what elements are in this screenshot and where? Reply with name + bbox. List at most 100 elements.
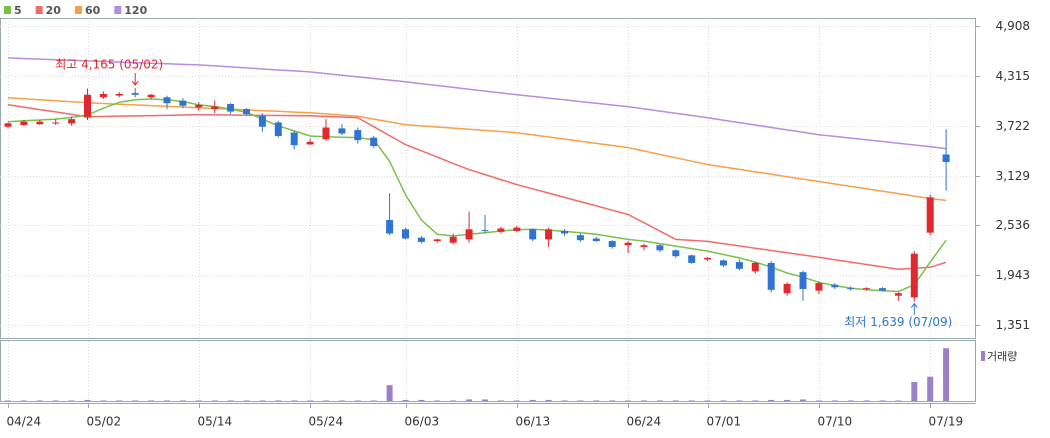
volume-bar bbox=[227, 400, 234, 401]
x-tick-label: 05/24 bbox=[309, 415, 344, 429]
candle-body bbox=[751, 262, 759, 272]
candle-body bbox=[592, 238, 600, 242]
candle-body bbox=[147, 94, 155, 98]
candle-body bbox=[545, 229, 553, 240]
volume-bar bbox=[450, 400, 457, 401]
volume-bar bbox=[5, 400, 11, 401]
candle-body bbox=[926, 197, 934, 233]
candle-body bbox=[783, 283, 791, 294]
high-arrow bbox=[131, 73, 139, 86]
candle-body bbox=[688, 255, 696, 263]
candle-body bbox=[36, 121, 44, 125]
candle-body bbox=[529, 229, 537, 240]
x-tick-label: 07/10 bbox=[818, 415, 853, 429]
volume-bar bbox=[879, 400, 886, 401]
volume-bar bbox=[148, 400, 155, 401]
volume-bar bbox=[943, 348, 950, 401]
y-tick-label: 4,315 bbox=[996, 69, 1030, 83]
candle-body bbox=[68, 119, 76, 124]
candle-body bbox=[163, 97, 171, 104]
volume-bar bbox=[895, 400, 902, 401]
candle-body bbox=[767, 262, 775, 290]
y-tick-label: 3,722 bbox=[996, 119, 1030, 133]
volume-bar bbox=[815, 400, 822, 401]
candle-body bbox=[561, 230, 568, 234]
candle-body bbox=[20, 121, 28, 126]
candle-body bbox=[370, 137, 378, 147]
candle-body bbox=[131, 93, 139, 95]
price-panel bbox=[0, 18, 976, 339]
volume-bar bbox=[418, 399, 425, 401]
volume-bar bbox=[132, 400, 139, 401]
candle-body bbox=[656, 245, 664, 251]
moving-average-line bbox=[7, 57, 947, 150]
volume-bar bbox=[36, 400, 43, 401]
volume-bar bbox=[513, 400, 520, 401]
volume-bar bbox=[275, 400, 282, 401]
candle-body bbox=[338, 128, 346, 134]
candle-body bbox=[704, 257, 712, 260]
volume-bar bbox=[402, 399, 409, 401]
x-tick-label: 04/24 bbox=[7, 415, 42, 429]
candle-body bbox=[402, 229, 409, 239]
volume-bar bbox=[84, 399, 91, 401]
candle-body bbox=[115, 93, 123, 96]
legend-swatch bbox=[4, 6, 11, 14]
legend-label: 120 bbox=[124, 4, 147, 17]
candle-body bbox=[354, 130, 362, 141]
volume-bar bbox=[784, 399, 791, 401]
volume-bar bbox=[386, 385, 393, 401]
candle-body bbox=[99, 93, 107, 98]
volume-bar bbox=[688, 400, 695, 401]
volume-bar bbox=[720, 400, 727, 401]
volume-bar bbox=[656, 400, 663, 401]
volume-bar bbox=[68, 400, 75, 401]
volume-bar bbox=[672, 400, 679, 401]
legend-swatch bbox=[74, 6, 82, 14]
volume-bar bbox=[323, 400, 329, 401]
volume-bar bbox=[307, 400, 314, 401]
legend-label: 20 bbox=[46, 4, 62, 17]
volume-bar bbox=[434, 400, 441, 401]
x-tick-label: 06/03 bbox=[405, 415, 440, 429]
candle-body bbox=[942, 154, 950, 163]
moving-average-line bbox=[7, 104, 947, 271]
x-tick-label: 05/02 bbox=[87, 415, 122, 429]
candle-body bbox=[799, 272, 807, 289]
legend-swatch bbox=[114, 6, 122, 14]
y-tick-label: 3,129 bbox=[996, 169, 1030, 183]
volume-bar bbox=[545, 399, 552, 401]
candle-body bbox=[720, 260, 727, 266]
volume-bar bbox=[259, 400, 266, 401]
candle-body bbox=[306, 141, 314, 145]
volume-bar bbox=[561, 400, 568, 401]
volume-bar bbox=[243, 400, 250, 401]
moving-average-line bbox=[7, 97, 947, 202]
volume-bar bbox=[354, 400, 361, 401]
x-tick-label: 06/24 bbox=[627, 415, 662, 429]
volume-bar bbox=[625, 400, 632, 401]
candle-body bbox=[449, 236, 457, 243]
candle-body bbox=[258, 115, 266, 127]
legend-swatch bbox=[35, 6, 43, 14]
high-annotation: 최고 4,165 (05/02) bbox=[55, 58, 163, 72]
volume-bar bbox=[164, 400, 170, 401]
candle-body bbox=[84, 94, 91, 118]
x-tick-label: 07/01 bbox=[707, 415, 742, 429]
volume-bar bbox=[20, 400, 27, 401]
x-tick-label: 07/19 bbox=[929, 415, 964, 429]
volume-bar bbox=[736, 400, 743, 401]
volume-bar bbox=[847, 400, 854, 401]
low-arrow bbox=[910, 302, 918, 315]
moving-average-line bbox=[7, 98, 947, 293]
candle-body bbox=[195, 104, 203, 108]
volume-bar bbox=[497, 400, 504, 401]
candle-body bbox=[894, 293, 902, 296]
volume-bar bbox=[831, 400, 838, 401]
candle-body bbox=[417, 237, 425, 242]
candle-body bbox=[4, 123, 12, 127]
candle-body bbox=[465, 229, 473, 240]
y-tick-label: 4,908 bbox=[996, 19, 1030, 33]
candle-body bbox=[672, 250, 680, 257]
volume-bar bbox=[577, 400, 584, 401]
